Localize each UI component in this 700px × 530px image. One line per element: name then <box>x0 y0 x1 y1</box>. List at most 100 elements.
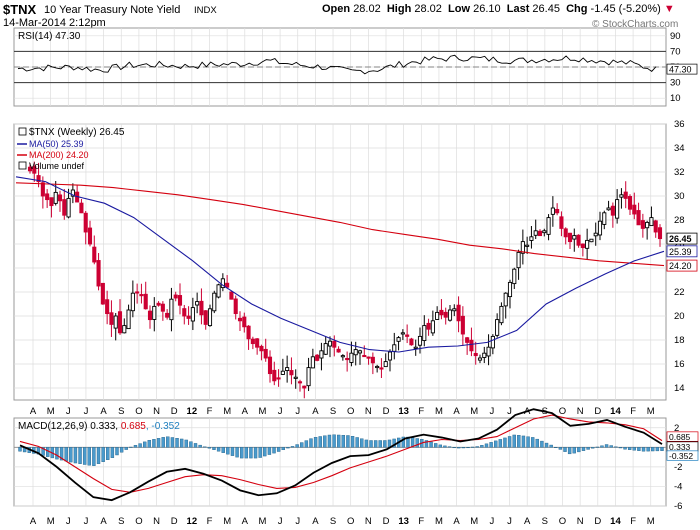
price-candle <box>310 356 315 369</box>
macd-histogram-bar <box>239 447 244 459</box>
macd-histogram-bar <box>438 444 443 448</box>
price-candle <box>323 343 328 355</box>
price-candle <box>645 221 650 229</box>
x-tick-price: M <box>435 406 443 417</box>
ma50-line <box>15 176 665 353</box>
rsi-line <box>17 54 657 75</box>
macd-line <box>19 408 663 502</box>
macd-histogram-bar <box>161 437 165 448</box>
panel-frame-pri <box>13 123 667 401</box>
price-candle <box>216 284 221 298</box>
price-tick-label: 28 <box>674 215 685 226</box>
macd-histogram-bar <box>484 443 489 448</box>
macd-histogram-bar <box>554 447 558 448</box>
x-tick-macd: D <box>594 516 601 527</box>
macd-histogram-bar <box>530 437 535 448</box>
x-tick-macd: M <box>47 516 55 527</box>
macd-histogram-bar <box>216 447 221 452</box>
macd-histogram-bar <box>78 447 82 464</box>
price-value-box <box>666 245 698 258</box>
price-candle <box>619 194 624 198</box>
stat-open-value: 28.02 <box>353 3 381 15</box>
price-value-box <box>666 232 698 245</box>
x-tick-price: S <box>542 406 548 417</box>
x-tick-price: J <box>84 406 89 417</box>
price-value-label: 24.20 <box>669 261 692 271</box>
stat-chg-label: Chg <box>566 3 588 15</box>
x-tick-macd: S <box>542 516 548 527</box>
macd-histogram-bar <box>364 439 369 448</box>
price-candle <box>546 217 551 235</box>
macd-histogram-bar <box>226 447 230 455</box>
macd-histogram-bar <box>147 440 152 448</box>
macd-histogram-bar <box>263 447 267 457</box>
macd-histogram-bar <box>383 440 387 448</box>
macd-histogram-bar <box>193 443 198 448</box>
price-candle <box>516 251 521 269</box>
price-candle <box>66 197 71 218</box>
price-candle <box>319 350 324 359</box>
price-candle <box>426 322 431 330</box>
price-candle <box>606 207 611 211</box>
macd-histogram-bar <box>179 438 184 448</box>
stat-open-label: Open <box>322 3 351 15</box>
macd-histogram-bar <box>110 447 115 458</box>
x-tick-macd: J <box>84 516 89 527</box>
x-tick-macd: S <box>330 516 336 527</box>
macd-histogram-bar <box>332 434 336 448</box>
macd-histogram-bar <box>166 436 170 448</box>
macd-histogram-bar <box>641 447 646 452</box>
macd-histogram-bar <box>540 440 544 448</box>
x-tick-macd: F <box>630 516 636 527</box>
x-tick-macd: O <box>347 516 354 527</box>
price-candle <box>289 370 294 376</box>
macd-histogram-bar <box>480 445 484 448</box>
macd-histogram-bar <box>623 447 627 450</box>
x-tick-price: A <box>453 406 460 417</box>
x-tick-price: O <box>347 406 354 417</box>
price-candle <box>657 227 663 240</box>
price-candle <box>297 381 303 384</box>
price-candle <box>413 346 418 349</box>
price-candle <box>49 197 54 207</box>
macd-histogram-bar <box>452 447 456 449</box>
price-candle <box>276 377 281 380</box>
price-candle <box>332 340 337 348</box>
price-candle <box>40 182 45 197</box>
x-tick-price: 13 <box>398 406 409 417</box>
rsi-tick-label: 90 <box>670 31 681 42</box>
macd-histogram-bar <box>507 436 512 448</box>
price-layer <box>15 54 665 502</box>
price-tick-label: 22 <box>674 287 685 298</box>
macd-histogram-bar <box>156 438 161 448</box>
price-tick-label: 14 <box>674 383 685 394</box>
x-tick-price: M <box>647 406 655 417</box>
macd-value-label: -0.352 <box>669 451 693 461</box>
macd-histogram-bar <box>567 447 572 455</box>
x-tick-macd: S <box>118 516 124 527</box>
x-tick-price: F <box>207 406 213 417</box>
price-candle <box>353 349 358 356</box>
macd-histogram-bar <box>318 436 322 448</box>
macd-histogram-bar <box>133 445 138 448</box>
down-arrow-icon: ▼ <box>663 3 675 15</box>
price-candle <box>135 291 140 294</box>
x-tick-macd: A <box>312 516 319 527</box>
macd-histogram-bar <box>498 439 503 448</box>
x-tick-macd: N <box>365 516 372 527</box>
price-candle <box>555 208 560 214</box>
x-tick-price: M <box>223 406 231 417</box>
price-candle <box>610 205 615 216</box>
price-candle <box>293 376 298 379</box>
macd-value-label: 0.685 <box>669 432 691 442</box>
price-candle <box>439 309 444 316</box>
rsi-last-value: 47.30 <box>669 65 692 75</box>
price-candle <box>640 220 645 229</box>
price-candle <box>593 232 598 237</box>
legend-swatch <box>18 127 27 136</box>
macd-histogram-bar <box>129 446 133 448</box>
price-candle <box>165 312 170 318</box>
x-tick-macd: J <box>278 516 283 527</box>
price-candle <box>105 299 110 315</box>
price-candle <box>422 325 427 342</box>
